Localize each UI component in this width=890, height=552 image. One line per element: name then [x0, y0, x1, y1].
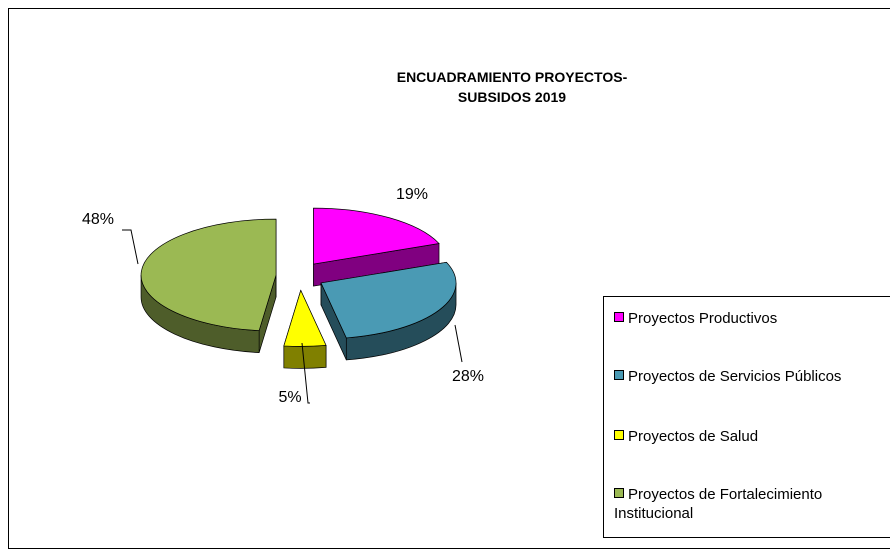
slice	[283, 289, 327, 347]
legend-item: Proyectos de Fortalecimiento Institucion…	[614, 485, 884, 523]
data-label: 28%	[452, 368, 484, 385]
slice	[320, 261, 457, 339]
legend-item: Proyectos Productivos	[614, 309, 884, 328]
legend-swatch	[614, 488, 624, 498]
legend-label: Proyectos de Fortalecimiento Institucion…	[614, 486, 823, 522]
leader-line	[122, 229, 139, 265]
data-label: 5%	[278, 389, 301, 406]
slice	[313, 207, 440, 265]
chart-title: SUBSIDOS 2019	[458, 89, 566, 105]
legend-label: Proyectos de Salud	[628, 428, 759, 445]
leader-line	[454, 324, 463, 363]
legend-label: Proyectos Productivos	[628, 310, 778, 327]
legend-label: Proyectos de Servicios Públicos	[628, 368, 842, 385]
legend-swatch	[614, 370, 624, 380]
slice-wall	[283, 345, 327, 369]
legend-item: Proyectos de Salud	[614, 427, 884, 446]
chart-border	[8, 8, 890, 549]
legend-item: Proyectos de Servicios Públicos	[614, 367, 884, 386]
chart-title: ENCUADRAMIENTO PROYECTOS-	[397, 69, 628, 85]
leader-line	[301, 342, 310, 404]
slice	[140, 218, 277, 332]
legend-swatch	[614, 430, 624, 440]
legend: Proyectos Productivos Proyectos de Servic…	[603, 296, 890, 538]
data-label: 19%	[396, 186, 428, 203]
legend-swatch	[614, 312, 624, 322]
data-label: 48%	[82, 211, 114, 228]
